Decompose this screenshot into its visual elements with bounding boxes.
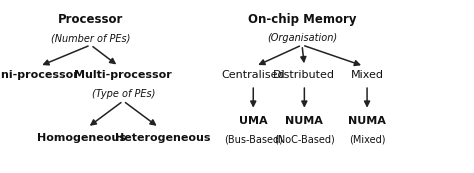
Text: UMA: UMA <box>239 116 267 126</box>
Text: Centralised: Centralised <box>221 70 285 80</box>
Text: (Bus-Based): (Bus-Based) <box>224 135 283 145</box>
Text: Mixed: Mixed <box>351 70 383 80</box>
Text: Processor: Processor <box>58 13 123 26</box>
Text: (Number of PEs): (Number of PEs) <box>51 33 130 43</box>
Text: (Type of PEs): (Type of PEs) <box>91 89 155 99</box>
Text: (Organisation): (Organisation) <box>267 33 337 43</box>
Text: (Mixed): (Mixed) <box>349 135 385 145</box>
Text: NUMA: NUMA <box>348 116 386 126</box>
Text: Heterogeneous: Heterogeneous <box>115 133 210 143</box>
Text: Multi-processor: Multi-processor <box>74 70 172 80</box>
Text: Distributed: Distributed <box>273 70 336 80</box>
Text: Homogeneous: Homogeneous <box>37 133 126 143</box>
Text: NUMA: NUMA <box>285 116 323 126</box>
Text: (NoC-Based): (NoC-Based) <box>274 135 335 145</box>
Text: On-chip Memory: On-chip Memory <box>248 13 356 26</box>
Text: Uni-processor: Uni-processor <box>0 70 78 80</box>
